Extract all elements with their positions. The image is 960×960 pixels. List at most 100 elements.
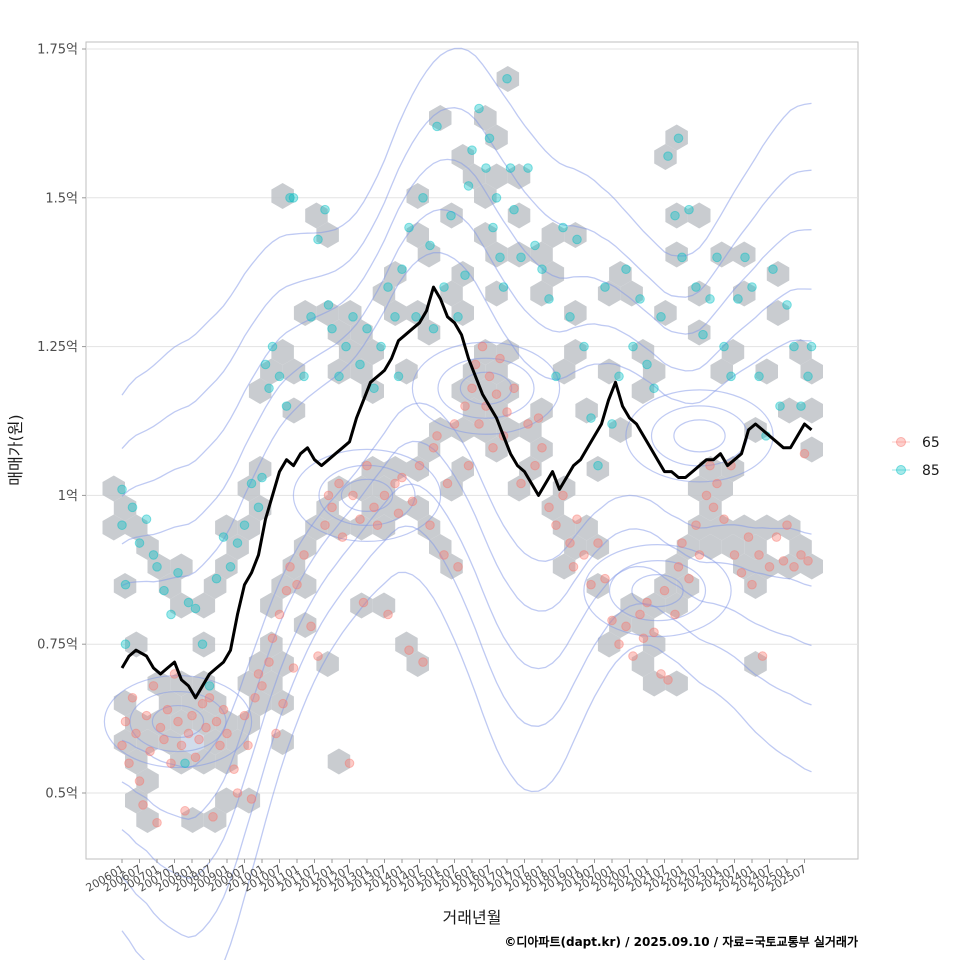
hexbin-cell [485, 280, 508, 307]
point-65 [117, 740, 127, 751]
point-85 [134, 538, 145, 548]
legend-item-65[interactable]: 65 [892, 435, 940, 451]
point-65 [120, 716, 131, 727]
point-85 [446, 210, 456, 221]
point-65 [141, 710, 152, 721]
point-65 [719, 514, 729, 525]
point-85 [281, 401, 292, 411]
point-65 [306, 621, 316, 632]
point-85 [306, 312, 316, 322]
hexbin-cell [654, 144, 677, 170]
hexbin-cell [665, 124, 688, 151]
scatter-points [117, 73, 817, 828]
hexbin-cell [451, 300, 474, 326]
density-contour [121, 47, 812, 396]
point-85 [323, 300, 334, 310]
hexbin-cell [507, 202, 531, 229]
hexbin-cell [372, 514, 396, 541]
point-65 [537, 442, 547, 453]
hexbin-cell [710, 514, 733, 541]
point-65 [327, 502, 337, 513]
hexbin-cell [384, 495, 407, 521]
hexbin-cell [395, 631, 418, 658]
hexbin-cell [136, 807, 159, 833]
point-65 [442, 478, 453, 489]
hexbin-cell [237, 787, 261, 814]
point-65 [778, 556, 789, 566]
hexbin-cell [350, 592, 373, 619]
point-85 [523, 163, 533, 173]
point-85 [484, 133, 495, 144]
point-85 [572, 234, 582, 245]
point-65 [358, 597, 369, 608]
hexbin-cell [733, 241, 756, 268]
hexbin-cell [654, 573, 677, 599]
point-65 [404, 645, 414, 655]
point-65 [313, 651, 323, 661]
hexbin-cell [485, 163, 508, 190]
legend-item-85[interactable]: 85 [892, 463, 940, 479]
hexbin-cell [485, 124, 508, 151]
point-65 [428, 442, 439, 453]
point-65 [299, 550, 309, 560]
hexbin-cell [260, 592, 283, 619]
hexbin-cell [541, 261, 565, 287]
hexbin-cell [361, 339, 384, 365]
point-85 [383, 282, 393, 292]
hexbin-cell [530, 397, 553, 424]
point-85 [411, 312, 421, 322]
hexbin-cell [147, 553, 171, 580]
point-65 [593, 538, 603, 548]
point-65 [565, 538, 575, 548]
density-contour-ring [459, 371, 513, 405]
hexbin-cell [766, 261, 790, 287]
point-85 [204, 681, 215, 691]
point-85 [264, 383, 274, 394]
point-65 [250, 692, 260, 703]
point-85 [803, 371, 813, 382]
point-65 [495, 353, 505, 364]
hexbin-cell [687, 280, 711, 307]
point-85 [628, 341, 638, 352]
point-65 [267, 633, 278, 644]
hexbin-cell [226, 534, 249, 560]
point-85 [775, 401, 785, 411]
hexbin-cell [789, 339, 812, 365]
point-85 [148, 550, 159, 560]
hexbin-cell [305, 514, 328, 541]
density-contour-ring [673, 419, 726, 453]
hexbin-cell [237, 670, 261, 697]
hexbin-cell [125, 514, 148, 541]
hexbin-cell [338, 300, 362, 326]
point-85 [463, 181, 474, 191]
point-85 [173, 567, 183, 578]
hexbin-cell [350, 475, 373, 502]
point-85 [313, 234, 323, 245]
point-65 [134, 776, 145, 786]
point-85 [355, 359, 365, 370]
hexbin-cell [271, 729, 294, 755]
hexbin-cell [575, 397, 598, 424]
point-65 [747, 579, 757, 590]
trend-line-layer [120, 285, 813, 700]
point-65 [211, 716, 222, 727]
hexbin-cell [597, 631, 621, 658]
hexbin-cell [384, 456, 407, 482]
point-65 [649, 627, 659, 638]
point-85 [232, 538, 243, 548]
point-65 [232, 788, 243, 798]
hexbin-cell [361, 495, 384, 521]
hexbin-cell [406, 495, 429, 521]
point-65 [705, 460, 715, 471]
hexbin-cell [429, 417, 452, 443]
point-65 [204, 692, 215, 703]
hexbin-cell [755, 358, 778, 385]
hexbin-cell [710, 475, 733, 502]
x-axis: 2006012006072007012007072008012008072009… [84, 859, 809, 895]
hexbin-cell [271, 339, 294, 365]
point-65 [253, 669, 264, 679]
density-contours [103, 47, 812, 960]
point-85 [607, 419, 617, 429]
hexbin-cell [519, 456, 542, 482]
